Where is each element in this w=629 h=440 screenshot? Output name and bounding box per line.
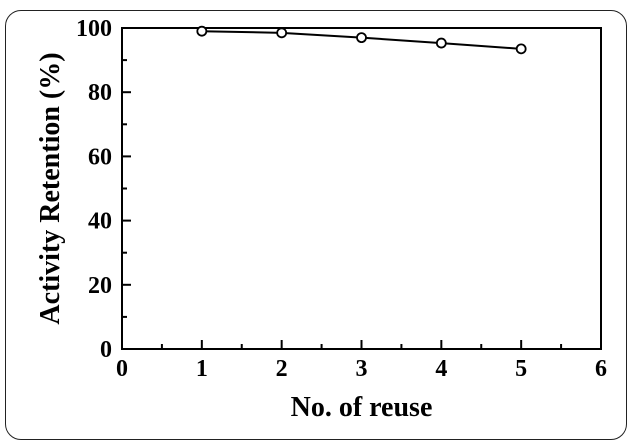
y-axis-label: Activity Retention (%) xyxy=(35,52,66,324)
x-axis-label: No. of reuse xyxy=(291,392,433,421)
data-point xyxy=(356,32,367,44)
x-tick-label: 6 xyxy=(595,356,607,382)
y-tick-label: 60 xyxy=(88,144,112,170)
y-tick-label: 0 xyxy=(100,337,112,363)
plot-area xyxy=(121,27,602,350)
data-point xyxy=(196,25,208,37)
series-group xyxy=(196,25,527,55)
x-tick-label: 3 xyxy=(356,356,368,382)
y-tick-label: 40 xyxy=(88,209,112,235)
y-tick-label: 20 xyxy=(88,273,112,299)
x-tick-label: 5 xyxy=(515,356,527,382)
x-tick-label: 2 xyxy=(276,356,288,382)
data-point xyxy=(276,27,288,39)
x-tick-label: 0 xyxy=(116,356,128,382)
y-tick-label: 100 xyxy=(76,16,112,42)
data-point xyxy=(435,37,447,49)
x-tick-label: 4 xyxy=(435,356,447,382)
x-tick-label: 1 xyxy=(196,356,208,382)
y-tick-label: 80 xyxy=(88,80,112,106)
data-point xyxy=(515,43,527,55)
